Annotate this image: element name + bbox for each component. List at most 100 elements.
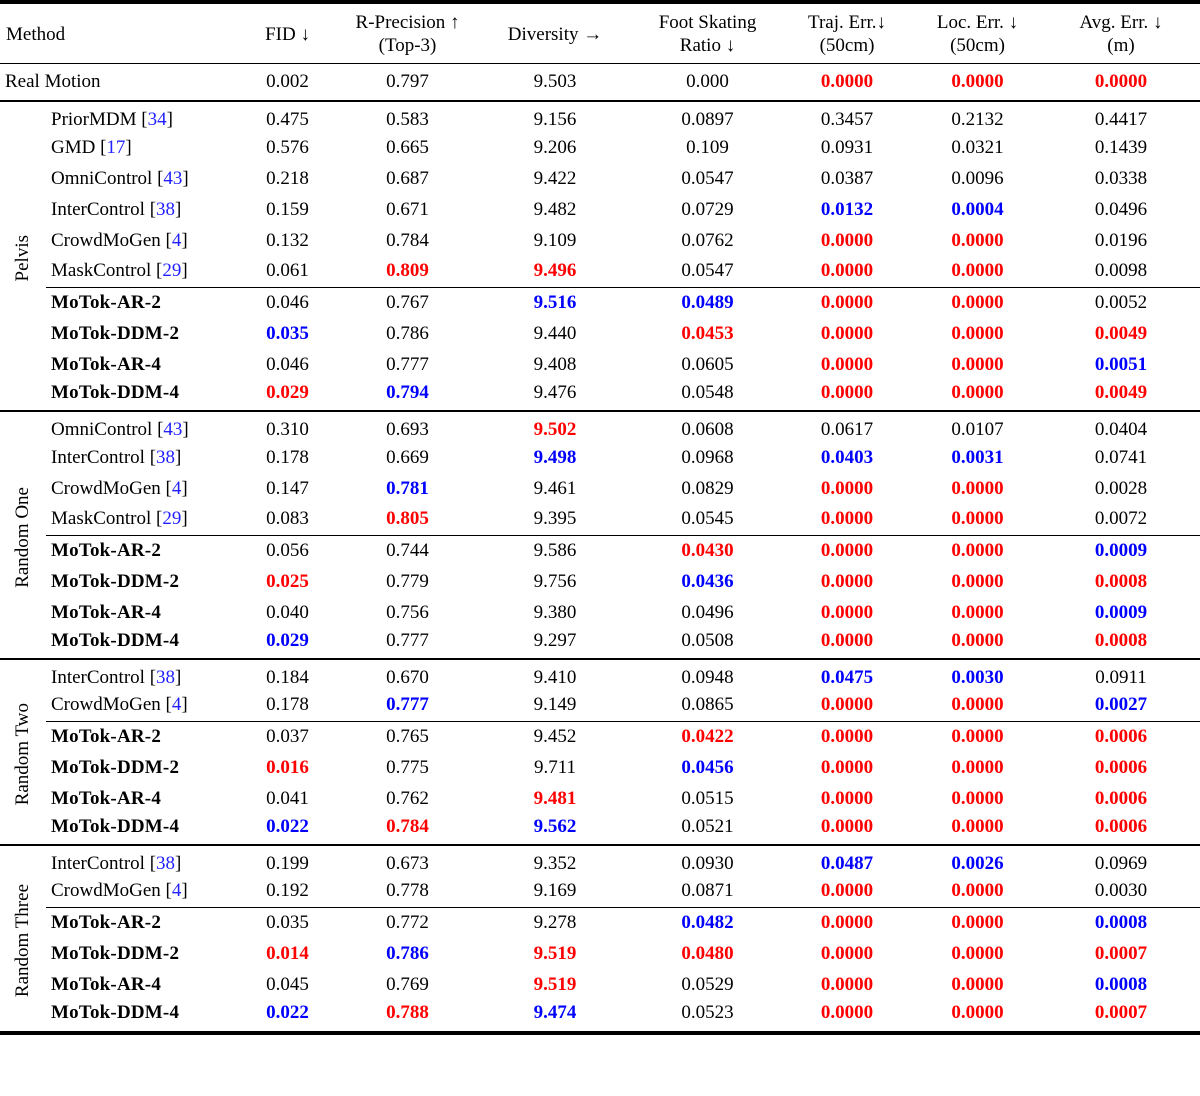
value-cell-r-precision: 0.687 bbox=[386, 167, 429, 189]
value-cell-fid: 0.016 bbox=[266, 756, 309, 778]
citation-link[interactable]: 29 bbox=[162, 260, 182, 282]
col-header-line: Method bbox=[6, 23, 66, 45]
table-row: MoTok-AR-2 0.046 0.767 9.516 0.0489 0.0000 0.0… bbox=[0, 286, 1200, 318]
method-cell: MoTok-AR-2 bbox=[46, 906, 237, 938]
value-cell-diversity: 9.502 bbox=[533, 418, 577, 440]
table-row: MoTok-DDM-4 0.022 0.784 9.562 0.0521 0.0000 0.… bbox=[0, 814, 1200, 845]
method-label: MoTok-DDM-4 bbox=[51, 629, 180, 651]
citation-link[interactable]: 38 bbox=[156, 852, 176, 874]
value-cell-diversity: 9.498 bbox=[533, 446, 577, 468]
method-label: Real Motion bbox=[5, 71, 101, 92]
value-cell-fid: 0.218 bbox=[266, 167, 309, 189]
value-cell-loc-err: 0.0096 bbox=[951, 167, 1004, 189]
value-cell-loc-err: 0.0000 bbox=[951, 880, 1004, 902]
value-cell-fid: 0.029 bbox=[266, 381, 309, 403]
value-cell-loc-err: 0.0000 bbox=[913, 720, 1043, 752]
table-row: MoTok-AR-4 0.040 0.756 9.380 0.0496 0.0000 0.0… bbox=[0, 597, 1200, 628]
citation-bracket: [ bbox=[152, 418, 164, 440]
col-header-r-precision: R-Precision ↑ (Top-3) bbox=[339, 4, 476, 64]
value-cell-fid: 0.184 bbox=[266, 666, 309, 688]
value-cell-fid: 0.475 bbox=[266, 108, 309, 130]
value-cell-r-precision: 0.769 bbox=[386, 973, 429, 995]
value-cell-diversity: 9.519 bbox=[533, 942, 577, 964]
citation-bracket: [ bbox=[160, 477, 172, 499]
col-header-line: (Top-3) bbox=[378, 35, 437, 56]
paper-table-page: Method FID ↓ R-Precision ↑ (Top-3) Diversity… bbox=[0, 0, 1200, 1035]
value-cell-r-precision: 0.805 bbox=[386, 508, 429, 530]
table-row: MoTok-DDM-2 0.014 0.786 9.519 0.0480 0.0000 0.… bbox=[0, 938, 1200, 969]
col-header-line: Avg. Err. ↓ bbox=[1079, 12, 1163, 33]
citation-link[interactable]: 38 bbox=[156, 198, 176, 220]
table-row: GMD [17] 0.576 0.665 9.206 0.109 0.0931 0.0321… bbox=[0, 132, 1200, 163]
citation-bracket: ] bbox=[181, 229, 188, 251]
value-cell-loc-err: 0.0000 bbox=[951, 815, 1004, 837]
method-cell: InterControl [38] bbox=[46, 845, 236, 876]
col-header-line: (m) bbox=[1107, 35, 1135, 56]
col-header-line: Traj. Err.↓ bbox=[808, 12, 886, 33]
method-cell: MoTok-AR-4 bbox=[46, 597, 236, 628]
value-cell-r-precision: 0.673 bbox=[386, 852, 429, 874]
citation-link[interactable]: 38 bbox=[156, 446, 176, 468]
value-cell-avg-err: 0.0030 bbox=[1094, 880, 1148, 902]
citation-bracket: [ bbox=[95, 136, 107, 158]
value-cell-fid: 0.029 bbox=[266, 629, 309, 651]
value-cell-fid: 0.147 bbox=[266, 477, 309, 499]
citation-bracket: ] bbox=[181, 694, 188, 716]
citation-link[interactable]: 43 bbox=[163, 167, 183, 189]
citation-bracket: ] bbox=[166, 108, 173, 130]
method-label: MoTok-AR-2 bbox=[51, 291, 162, 313]
value-cell-foot-skating: 0.0948 bbox=[681, 666, 734, 688]
citation-link[interactable]: 43 bbox=[163, 418, 183, 440]
value-cell-loc-err: 0.0107 bbox=[951, 418, 1004, 440]
method-cell: MoTok-DDM-4 bbox=[46, 628, 236, 659]
value-cell-diversity: 9.109 bbox=[533, 229, 577, 251]
value-cell-r-precision: 0.693 bbox=[386, 418, 429, 440]
value-cell-loc-err: 0.0000 bbox=[951, 229, 1004, 251]
value-cell-traj-err: 0.0000 bbox=[781, 286, 914, 318]
citation-bracket: ] bbox=[181, 880, 188, 902]
value-cell-foot-skating: 0.0529 bbox=[681, 973, 734, 995]
value-cell-avg-err: 0.0338 bbox=[1094, 167, 1148, 189]
value-cell-avg-err: 0.0009 bbox=[1094, 601, 1148, 623]
value-cell-foot-skating: 0.0547 bbox=[681, 167, 734, 189]
value-cell-fid: 0.037 bbox=[236, 720, 340, 752]
value-cell-diversity: 9.156 bbox=[533, 108, 577, 130]
citation-link[interactable]: 4 bbox=[171, 229, 182, 251]
citation-link[interactable]: 4 bbox=[171, 880, 182, 902]
value-cell-traj-err: 0.0403 bbox=[820, 446, 874, 468]
citation-link[interactable]: 34 bbox=[147, 108, 167, 130]
table-row: MoTok-AR-4 0.046 0.777 9.408 0.0605 0.0000 0.0… bbox=[0, 349, 1200, 380]
value-cell-traj-err: 0.3457 bbox=[820, 108, 874, 130]
citation-link[interactable]: 17 bbox=[106, 136, 126, 158]
value-cell-traj-err: 0.0000 bbox=[781, 906, 914, 938]
method-cell: OmniControl [43] bbox=[46, 163, 236, 194]
method-cell: MoTok-DDM-2 bbox=[46, 938, 236, 969]
value-cell-avg-err: 0.0027 bbox=[1094, 694, 1148, 716]
value-cell-foot-skating: 0.0897 bbox=[681, 108, 734, 130]
value-cell-diversity: 9.452 bbox=[476, 720, 635, 752]
citation-link[interactable]: 38 bbox=[156, 666, 176, 688]
value-cell-diversity: 9.496 bbox=[533, 260, 577, 282]
value-cell-r-precision: 0.772 bbox=[339, 906, 477, 938]
value-cell-diversity: 9.440 bbox=[533, 322, 577, 344]
method-cell: MoTok-AR-2 bbox=[46, 720, 237, 752]
value-cell-loc-err: 0.0000 bbox=[951, 601, 1004, 623]
section-label-random-one: Random One bbox=[12, 487, 33, 588]
method-cell: OmniControl [43] bbox=[46, 411, 236, 442]
method-label: CrowdMoGen bbox=[51, 880, 161, 902]
value-cell-diversity: 9.278 bbox=[476, 906, 635, 938]
table-row: MoTok-DDM-4 0.022 0.788 9.474 0.0523 0.0000 0.… bbox=[0, 1000, 1200, 1031]
value-cell-traj-err: 0.0000 bbox=[820, 477, 874, 499]
citation-link[interactable]: 4 bbox=[171, 694, 182, 716]
method-cell: PriorMDM [34] bbox=[46, 101, 236, 132]
table-row: MoTok-DDM-2 0.025 0.779 9.756 0.0436 0.0000 0.… bbox=[0, 566, 1200, 597]
value-cell-diversity: 9.352 bbox=[533, 852, 577, 874]
citation-link[interactable]: 4 bbox=[171, 477, 182, 499]
value-cell-fid: 0.310 bbox=[266, 418, 309, 440]
method-cell: MaskControl [29] bbox=[46, 256, 236, 287]
citation-link[interactable]: 29 bbox=[162, 508, 182, 530]
value-cell-foot-skating: 0.0456 bbox=[681, 756, 734, 778]
value-cell-foot-skating: 0.000 bbox=[686, 71, 729, 92]
value-cell-avg-err: 0.0072 bbox=[1094, 508, 1148, 530]
value-cell-diversity: 9.586 bbox=[476, 534, 635, 566]
